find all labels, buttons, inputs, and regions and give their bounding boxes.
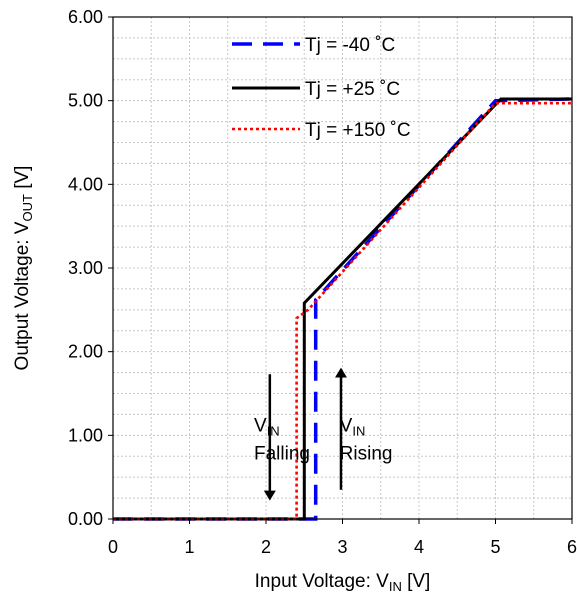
y-tick-label: 4.00 — [68, 174, 103, 194]
x-tick-label: 3 — [337, 537, 347, 557]
y-axis-title: Output Voltage: VOUT [V] — [12, 166, 35, 371]
legend: Tj = -40 ˚C Tj = +25 ˚C Tj = +150 ˚C — [232, 35, 411, 141]
x-tick-label: 0 — [108, 537, 118, 557]
vin-falling-label-top: VIN — [254, 415, 280, 438]
x-tick-label: 5 — [490, 537, 500, 557]
y-tick-label: 1.00 — [68, 425, 103, 445]
vin-rising-label-bottom: Rising — [340, 443, 393, 464]
y-tick-label: 5.00 — [68, 91, 103, 111]
y-tick-label: 2.00 — [68, 342, 103, 362]
x-tick-label: 4 — [414, 537, 424, 557]
legend-label-1: Tj = +25 ˚C — [305, 79, 400, 100]
legend-label-0: Tj = -40 ˚C — [305, 35, 395, 56]
x-tick-label: 2 — [261, 537, 271, 557]
x-tick-label: 1 — [184, 537, 194, 557]
vin-falling-label-bottom: Falling — [254, 443, 310, 464]
legend-label-2: Tj = +150 ˚C — [305, 120, 411, 141]
y-tick-label: 6.00 — [68, 7, 103, 27]
vin-rising-label-top: VIN — [340, 415, 366, 438]
y-tick-label: 3.00 — [68, 258, 103, 278]
x-tick-label: 6 — [567, 537, 577, 557]
annotations: VIN Falling VIN Rising — [254, 367, 393, 501]
ticks: 0 1 2 3 4 5 6 0.00 1.00 2.00 3.00 4.00 5.00 6.00 — [68, 7, 577, 557]
x-axis-title: Input Voltage: VIN [V] — [255, 571, 431, 594]
y-tick-label: 0.00 — [68, 509, 103, 529]
